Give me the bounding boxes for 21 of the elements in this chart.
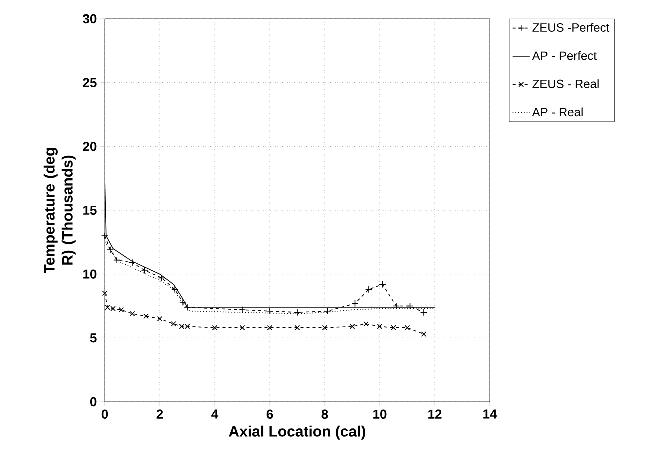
y-tick-label: 15 <box>84 206 97 216</box>
x-tick-label: 2 <box>156 410 164 419</box>
x-tick-label: 4 <box>212 410 219 419</box>
legend-label: AP - Real <box>532 108 583 117</box>
x-tick-label: 14 <box>484 410 498 419</box>
x-tick-label: 0 <box>102 410 108 420</box>
y-tick-label: 0 <box>90 397 97 407</box>
legend-label: ZEUS - Real <box>532 80 599 88</box>
y-tick-label: 10 <box>84 270 97 279</box>
y-tick-label: 30 <box>83 14 97 24</box>
x-tick-label: 6 <box>266 410 274 420</box>
y-tick-label: 5 <box>90 334 97 343</box>
x-axis-title: Axial Location (cal) <box>229 426 366 440</box>
y-axis-title: Temperature (deg R) (Thousands) <box>44 148 76 274</box>
x-tick-label: 10 <box>374 410 387 420</box>
y-tick-label: 25 <box>83 78 97 88</box>
y-tick-label: 20 <box>83 142 97 152</box>
legend-label: AP - Perfect <box>532 51 597 60</box>
x-tick-label: 12 <box>428 410 442 419</box>
legend-label: ZEUS -Perfect <box>532 23 610 32</box>
x-tick-label: 8 <box>322 410 328 420</box>
